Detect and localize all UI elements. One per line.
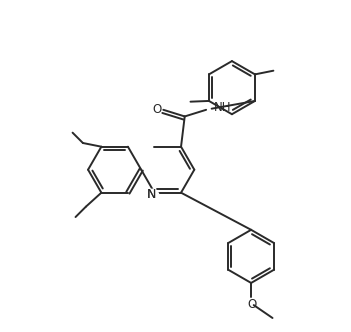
Text: N: N	[147, 188, 156, 201]
Text: O: O	[152, 103, 161, 116]
Text: NH: NH	[214, 102, 232, 115]
Text: O: O	[247, 298, 257, 311]
Text: N: N	[147, 188, 156, 201]
